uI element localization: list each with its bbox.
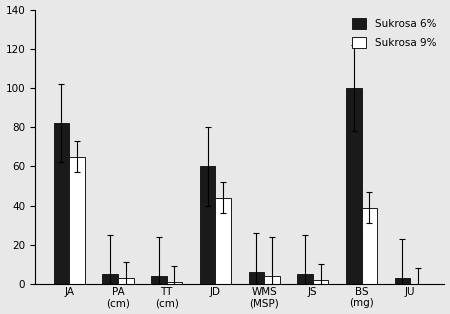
Bar	[69, 157, 85, 284]
Bar	[361, 208, 377, 284]
Bar	[395, 278, 410, 284]
Bar	[313, 280, 328, 284]
Bar	[216, 198, 231, 284]
Bar	[248, 272, 264, 284]
Bar	[54, 123, 69, 284]
Bar	[297, 274, 313, 284]
Legend: Sukrosa 6%, Sukrosa 9%: Sukrosa 6%, Sukrosa 9%	[349, 15, 439, 51]
Bar	[151, 276, 166, 284]
Bar	[102, 274, 118, 284]
Bar	[166, 282, 182, 284]
Bar	[118, 278, 134, 284]
Bar	[346, 88, 361, 284]
Bar	[200, 166, 216, 284]
Bar	[264, 276, 280, 284]
